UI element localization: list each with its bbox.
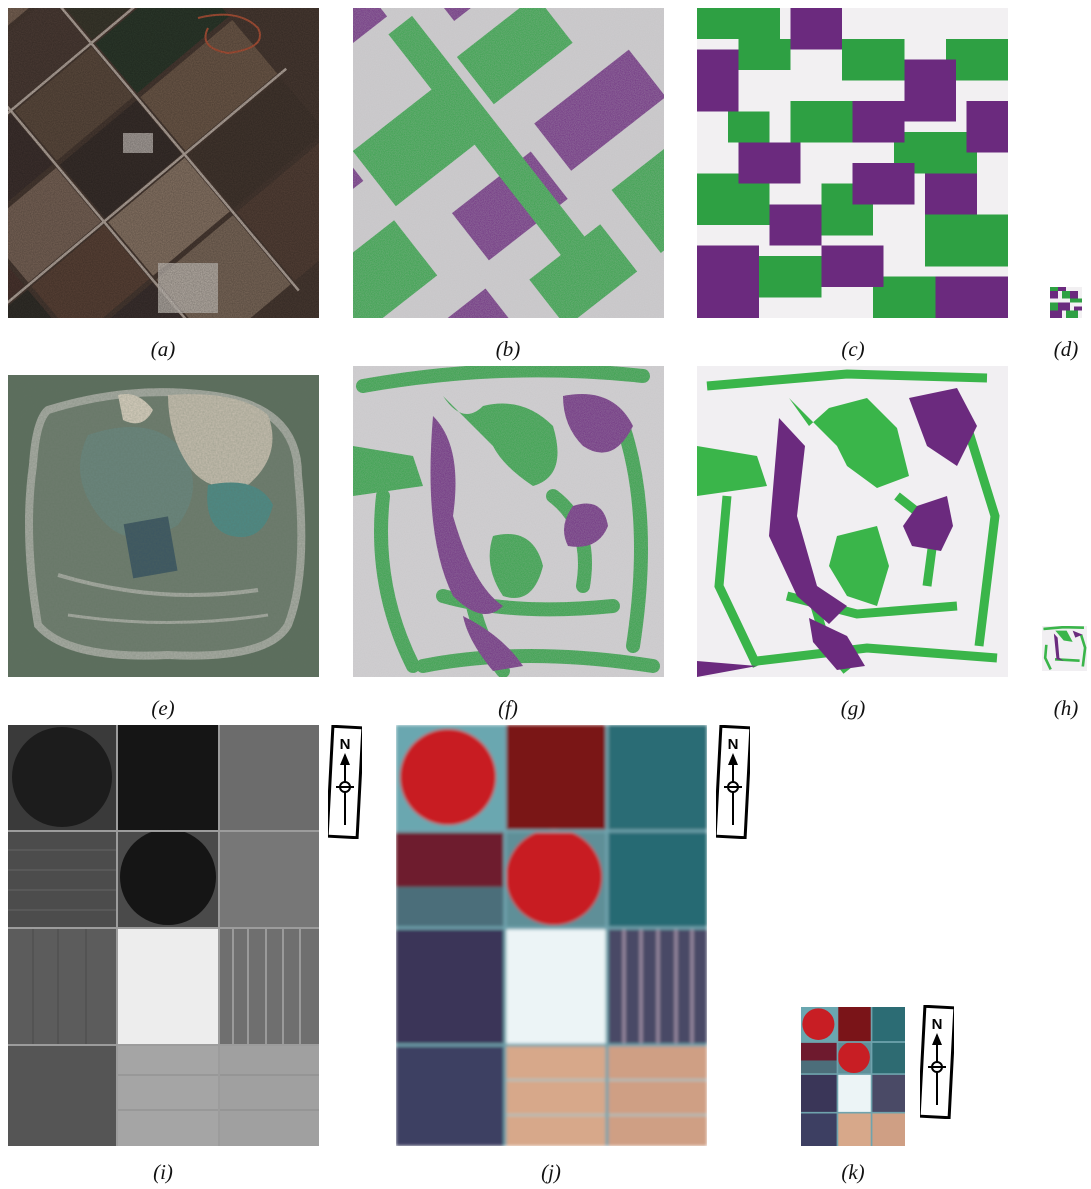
north-label: N — [728, 736, 739, 753]
panel-a-satellite-farmland — [8, 8, 319, 318]
panel-k-false-color-thumbnail — [801, 1007, 905, 1146]
north-label: N — [340, 736, 351, 753]
caption-c: (c) — [841, 337, 865, 361]
caption-k: (k) — [841, 1160, 865, 1184]
caption-h: (h) — [1053, 696, 1079, 720]
caption-b: (b) — [495, 337, 521, 361]
caption-g: (g) — [840, 696, 866, 720]
caption-a: (a) — [150, 337, 176, 361]
caption-e: (e) — [151, 696, 175, 720]
north-arrow-1: N — [325, 724, 365, 840]
panel-h-thumbnail — [1042, 626, 1087, 671]
caption-f: (f) — [498, 696, 518, 720]
panel-e-satellite-park — [8, 375, 319, 677]
north-arrow-3: N — [917, 1004, 957, 1120]
caption-i: (i) — [153, 1160, 173, 1184]
caption-d: (d) — [1053, 337, 1079, 361]
panel-j-false-color-fields — [396, 725, 707, 1146]
north-label: N — [932, 1016, 943, 1033]
panel-g-pixelated-label-map — [697, 366, 1008, 677]
caption-j: (j) — [541, 1160, 561, 1184]
panel-d-thumbnail — [1050, 287, 1082, 318]
panel-f-noisy-label-map — [353, 366, 664, 677]
north-arrow-2: N — [713, 724, 753, 840]
panel-i-grayscale-fields — [8, 725, 319, 1146]
panel-b-noisy-label-map — [353, 8, 664, 318]
panel-c-pixelated-label-map — [697, 8, 1008, 318]
